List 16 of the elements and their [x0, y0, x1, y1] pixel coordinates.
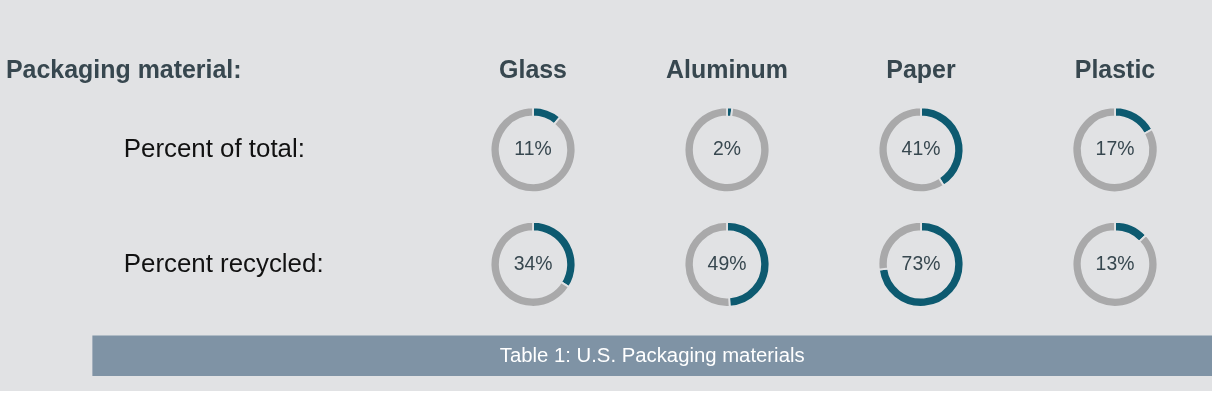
data-label: 34%: [513, 251, 553, 274]
data-label: 2%: [713, 137, 742, 160]
chart-title: Glass: [499, 54, 567, 83]
text: Packaging material:: [5, 54, 242, 83]
data-label: 49%: [707, 251, 747, 274]
data-label: 11%: [514, 137, 552, 160]
chart-title: Aluminum: [666, 54, 788, 83]
chart-title: Paper: [886, 54, 956, 83]
caption: Table 1: U.S. Packaging materials: [499, 344, 805, 367]
chart-title: Plastic: [1074, 54, 1156, 83]
text: Percent recycled:: [123, 248, 324, 277]
data-label: 73%: [901, 251, 941, 274]
text: Percent of total:: [123, 134, 305, 163]
data-label: 41%: [901, 137, 941, 160]
data-label: 17%: [1095, 137, 1135, 160]
data-label: 13%: [1095, 251, 1135, 274]
